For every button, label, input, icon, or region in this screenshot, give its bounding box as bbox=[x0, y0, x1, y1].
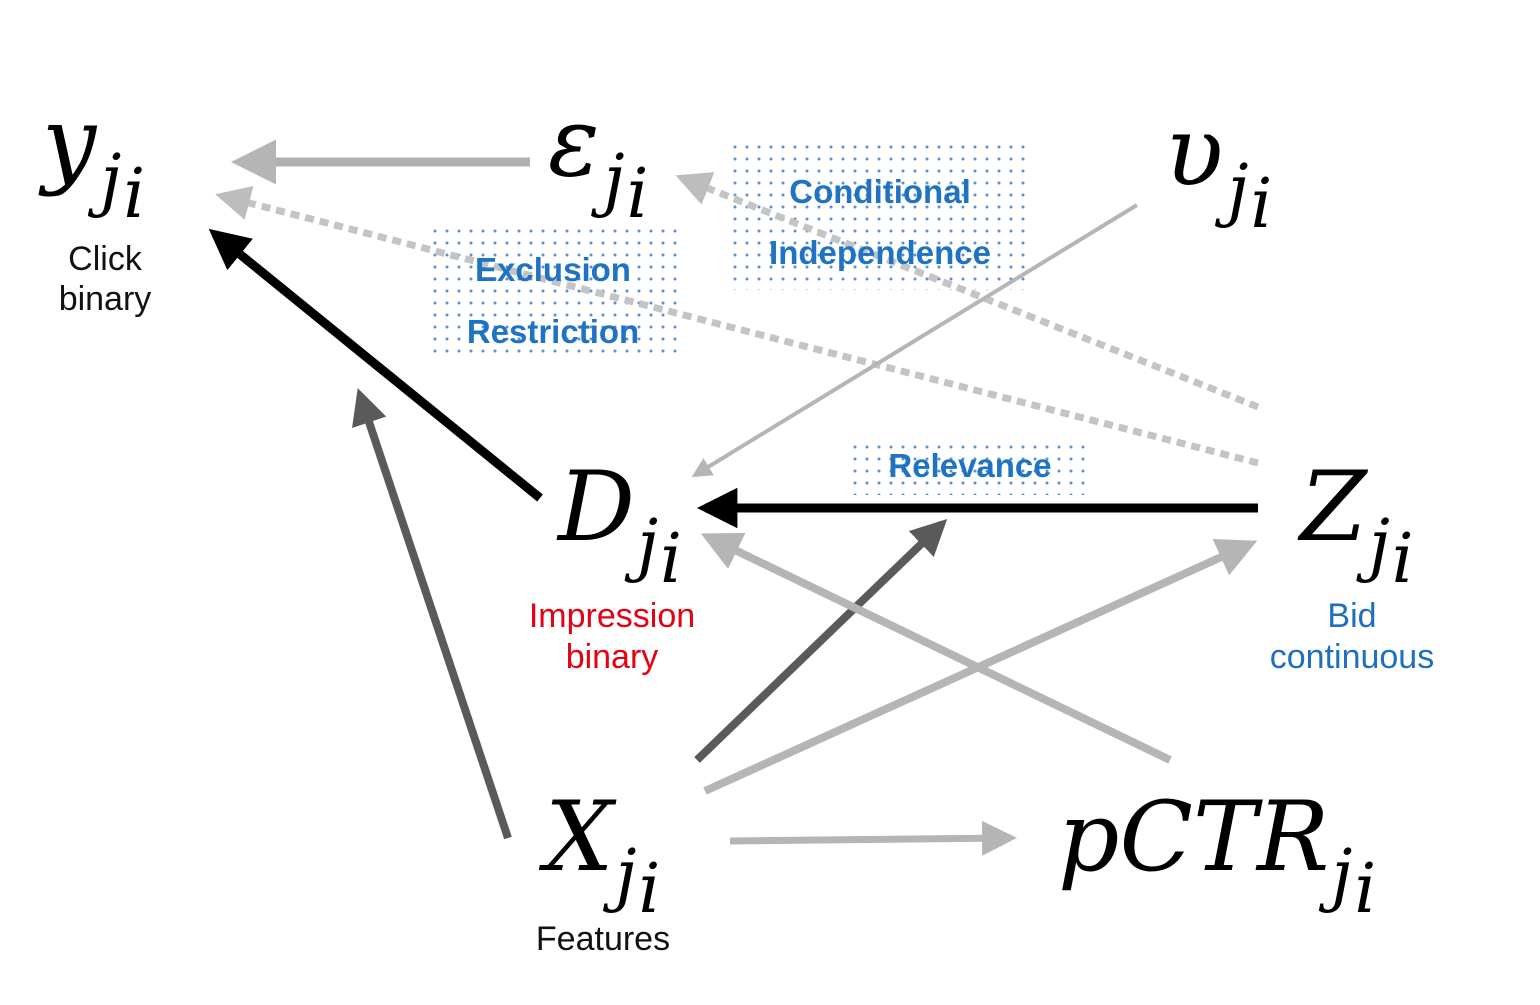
node-y-label-1: Click bbox=[68, 240, 143, 278]
node-x: Xji bbox=[538, 781, 660, 929]
arrow-x-to-relevance bbox=[694, 519, 948, 763]
node-x-label: Features bbox=[536, 920, 670, 958]
conditional-label: Conditional bbox=[789, 173, 970, 210]
node-d-label-1: Impression bbox=[529, 597, 695, 635]
node-d: Dji bbox=[556, 451, 682, 599]
relevance-label: Relevance bbox=[888, 447, 1051, 484]
arrow-z-to-epsilon-dashed bbox=[675, 172, 1260, 411]
node-d-label-2: binary bbox=[566, 638, 659, 676]
restriction-label: Restriction bbox=[467, 313, 639, 350]
node-upsilon: υji bbox=[1165, 96, 1272, 244]
node-epsilon: εji bbox=[548, 86, 648, 234]
arrow-pctr-to-d bbox=[700, 532, 1172, 764]
arrow-x-to-pctr bbox=[729, 820, 1017, 856]
arrow-d-to-y bbox=[208, 228, 543, 502]
independence-label: Independence bbox=[769, 234, 991, 271]
arrow-x-to-y bbox=[352, 388, 512, 840]
node-pctr: pCTRji bbox=[1058, 781, 1376, 929]
arrow-z-to-y-dashed bbox=[215, 186, 1259, 467]
exclusion-restriction-box bbox=[425, 228, 680, 358]
node-z-label-2: continuous bbox=[1270, 638, 1434, 676]
node-z: Zji bbox=[1297, 451, 1414, 599]
exclusion-label: Exclusion bbox=[475, 251, 631, 288]
node-z-label-1: Bid bbox=[1327, 597, 1376, 635]
arrow-upsilon-to-d bbox=[691, 203, 1139, 478]
node-y: yji bbox=[38, 86, 145, 234]
relevance-box bbox=[850, 440, 1088, 495]
node-y-label-2: binary bbox=[59, 280, 152, 318]
